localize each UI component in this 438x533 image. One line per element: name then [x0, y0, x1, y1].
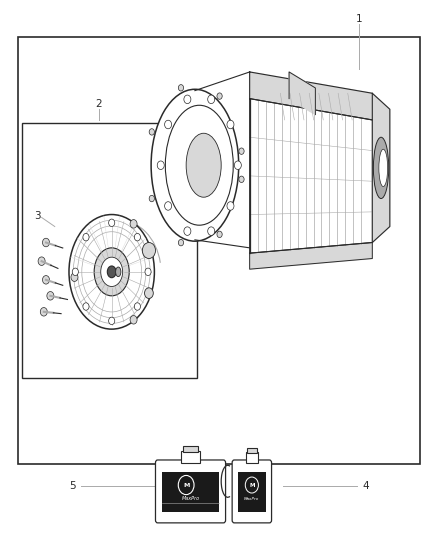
Ellipse shape — [101, 257, 123, 287]
Circle shape — [149, 128, 155, 135]
Circle shape — [130, 220, 137, 228]
Text: 3: 3 — [34, 211, 41, 221]
Circle shape — [184, 95, 191, 103]
Polygon shape — [289, 72, 315, 115]
Circle shape — [239, 148, 244, 155]
Bar — [247, 448, 257, 453]
Circle shape — [208, 95, 215, 103]
Text: 1: 1 — [356, 14, 363, 23]
Circle shape — [165, 201, 172, 210]
Circle shape — [245, 477, 258, 493]
Text: MaxPro: MaxPro — [244, 497, 259, 501]
Bar — [183, 446, 198, 452]
Polygon shape — [372, 93, 390, 243]
Circle shape — [184, 227, 191, 236]
Circle shape — [71, 273, 78, 281]
Ellipse shape — [94, 248, 129, 296]
Ellipse shape — [379, 149, 388, 187]
Polygon shape — [250, 72, 372, 120]
Circle shape — [145, 288, 153, 298]
Ellipse shape — [186, 133, 221, 197]
Ellipse shape — [116, 267, 121, 277]
Circle shape — [217, 93, 222, 99]
Polygon shape — [250, 99, 372, 253]
Bar — [181, 451, 200, 463]
Circle shape — [83, 233, 89, 241]
Circle shape — [142, 243, 155, 259]
Circle shape — [109, 317, 115, 325]
Ellipse shape — [151, 89, 239, 241]
Circle shape — [83, 303, 89, 310]
Circle shape — [47, 292, 54, 300]
Circle shape — [149, 196, 155, 202]
Circle shape — [145, 268, 151, 276]
Circle shape — [40, 308, 47, 316]
Ellipse shape — [166, 106, 233, 225]
Bar — [238, 472, 266, 512]
Circle shape — [165, 120, 172, 129]
Text: M: M — [249, 482, 254, 488]
Circle shape — [239, 176, 244, 182]
Circle shape — [227, 120, 234, 129]
Ellipse shape — [373, 137, 389, 198]
Text: 2: 2 — [95, 99, 102, 109]
Circle shape — [208, 227, 215, 236]
Circle shape — [157, 161, 164, 169]
Bar — [246, 452, 258, 463]
Circle shape — [38, 257, 45, 265]
Ellipse shape — [107, 266, 116, 278]
Circle shape — [227, 201, 234, 210]
Circle shape — [109, 219, 115, 227]
Bar — [22, 123, 197, 378]
Text: M: M — [183, 482, 189, 488]
Bar — [18, 37, 420, 464]
Circle shape — [178, 85, 184, 91]
Circle shape — [178, 239, 184, 246]
Bar — [162, 472, 219, 512]
FancyBboxPatch shape — [232, 460, 272, 523]
Text: MaxPro: MaxPro — [181, 496, 200, 502]
Text: 5: 5 — [69, 481, 76, 491]
Text: 4: 4 — [362, 481, 369, 491]
Ellipse shape — [69, 214, 154, 329]
Circle shape — [217, 231, 222, 238]
Circle shape — [234, 161, 241, 169]
Circle shape — [134, 303, 141, 310]
FancyBboxPatch shape — [155, 460, 226, 523]
Circle shape — [130, 316, 137, 324]
Circle shape — [178, 475, 194, 495]
Circle shape — [134, 233, 141, 241]
Circle shape — [72, 268, 78, 276]
Circle shape — [42, 276, 49, 284]
Polygon shape — [250, 243, 372, 269]
Circle shape — [42, 238, 49, 247]
